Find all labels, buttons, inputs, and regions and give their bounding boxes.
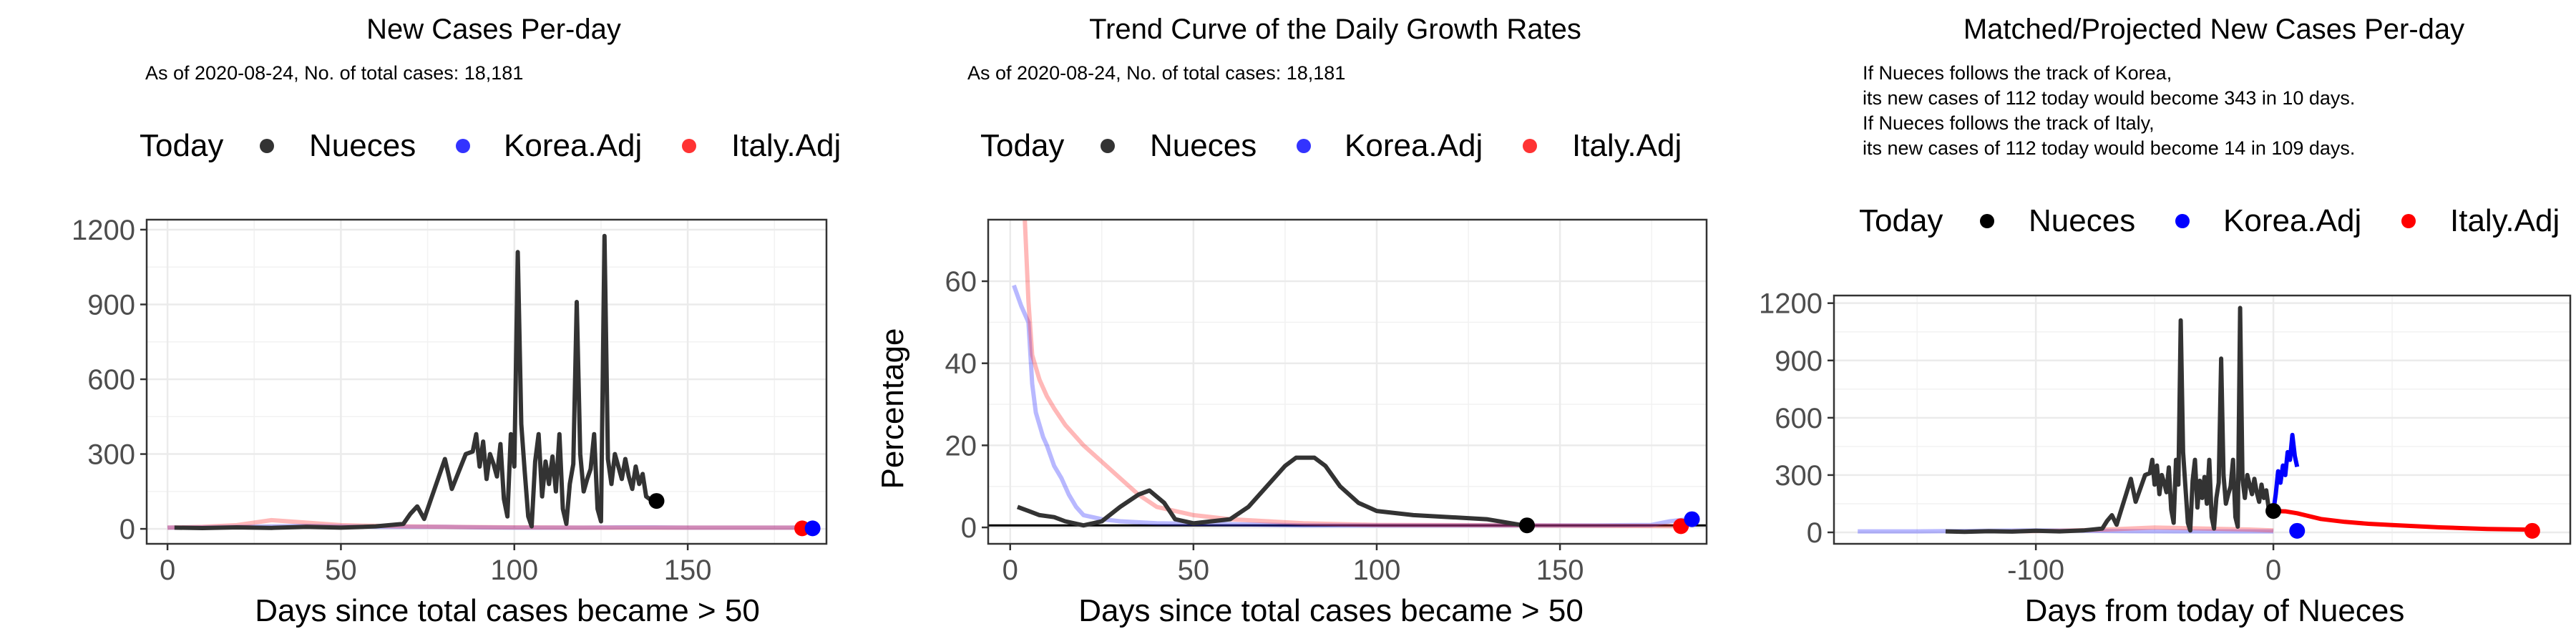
x-axis-title: Days from today of Nueces (2025, 593, 2405, 628)
x-tick-label: 50 (1178, 555, 1210, 586)
legend-label-nueces: Nueces (1150, 128, 1257, 163)
legend-marker-italy (2401, 214, 2416, 228)
y-tick-label: 60 (945, 266, 977, 298)
legend-label-italy: Italy.Adj (1572, 128, 1682, 163)
panel-border (987, 218, 1708, 545)
legend-title: Today (980, 128, 1064, 163)
legend-marker-nueces (1101, 139, 1115, 153)
panel-border (1833, 294, 2572, 545)
y-tick-label: 900 (87, 289, 135, 321)
y-tick-label: 0 (961, 512, 977, 544)
legend: Today Nueces Korea.Adj Italy.Adj (140, 128, 841, 163)
legend-marker-korea (2175, 214, 2190, 228)
series-line-italy-adj-projection (2273, 509, 2532, 532)
x-axis-title: Days since total cases became > 50 (255, 593, 760, 628)
chart-title: Matched/Projected New Cases Per-day (1963, 14, 2464, 45)
projection-note-line-3: If Nueces follows the track of Italy, (1863, 112, 2155, 134)
new-cases-panel: New Cases Per-day As of 2020-08-24, No. … (72, 14, 841, 628)
legend-title: Today (1859, 203, 1943, 238)
x-tick-label: 0 (1002, 555, 1018, 586)
x-axis-title: Days since total cases became > 50 (1078, 593, 1584, 628)
series-line-korea-adj-projection (2271, 432, 2300, 512)
y-tick-label: 600 (1775, 403, 1823, 434)
today-point-korea-adj (1684, 511, 1700, 527)
legend-marker-nueces (260, 139, 274, 153)
series-line-korea-adj (1012, 284, 1689, 528)
y-tick-label: 20 (945, 430, 977, 462)
y-tick-label: 900 (1775, 346, 1823, 377)
legend-label-italy: Italy.Adj (2450, 203, 2560, 238)
series-line-nueces (1945, 306, 2275, 535)
chart-title: New Cases Per-day (366, 14, 621, 45)
legend-label-nueces: Nueces (309, 128, 416, 163)
projection-panel: Matched/Projected New Cases Per-day If N… (1759, 14, 2572, 628)
projection-note-line-1: If Nueces follows the track of Korea, (1863, 62, 2172, 84)
today-point-italy-adj (2524, 522, 2540, 539)
today-point-korea-adj (2289, 522, 2306, 539)
x-tick-label: 100 (490, 555, 538, 586)
y-tick-label: 600 (87, 364, 135, 396)
x-tick-label: 150 (664, 555, 712, 586)
legend: Today Nueces Korea.Adj Italy.Adj (980, 128, 1682, 163)
plot-area: 0 300 600 900 1200 -100 0 (1759, 288, 2572, 586)
legend-marker-italy (1523, 139, 1537, 153)
y-tick-label: 0 (1807, 517, 1823, 549)
y-tick-label: 300 (1775, 460, 1823, 492)
y-tick-label: 1200 (1759, 288, 1823, 320)
legend-label-italy: Italy.Adj (731, 128, 841, 163)
legend-marker-nueces (1980, 214, 1994, 228)
legend-label-korea: Korea.Adj (1345, 128, 1483, 163)
legend-marker-korea (456, 139, 470, 153)
x-tick-label: 0 (2265, 555, 2281, 586)
legend: Today Nueces Korea.Adj Italy.Adj (1859, 203, 2560, 238)
y-tick-label: 0 (119, 514, 135, 545)
today-point-nueces (648, 493, 665, 509)
legend-marker-italy (682, 139, 696, 153)
series-group (1012, 220, 1689, 529)
chart-subtitle: As of 2020-08-24, No. of total cases: 18… (145, 62, 523, 84)
legend-marker-korea (1297, 139, 1311, 153)
legend-label-korea: Korea.Adj (2223, 203, 2361, 238)
legend-label-korea: Korea.Adj (504, 128, 642, 163)
x-tick-label: 100 (1353, 555, 1401, 586)
series-line-nueces (174, 233, 655, 530)
plot-area: 0 20 40 60 0 50 100 150 (945, 218, 1708, 586)
chart-subtitle: As of 2020-08-24, No. of total cases: 18… (967, 62, 1345, 84)
series-group (1858, 306, 2532, 535)
today-point-korea-adj (804, 520, 821, 537)
x-tick-label: 0 (160, 555, 175, 586)
legend-title: Today (140, 128, 223, 163)
x-tick-label: -100 (2007, 555, 2064, 586)
y-tick-label: 40 (945, 348, 977, 380)
y-axis-title: Percentage (875, 328, 910, 489)
plot-area: 0 300 600 900 1200 0 50 100 150 (72, 215, 828, 586)
chart-title: Trend Curve of the Daily Growth Rates (1089, 14, 1581, 45)
y-tick-label: 1200 (72, 215, 135, 246)
y-tick-label: 300 (87, 439, 135, 471)
legend-label-nueces: Nueces (2029, 203, 2135, 238)
series-line-italy-adj (1023, 220, 1678, 529)
series-line-nueces (1016, 455, 1524, 528)
x-tick-label: 150 (1536, 555, 1584, 586)
growth-rate-panel: Trend Curve of the Daily Growth Rates As… (875, 14, 1708, 628)
panel-border (145, 218, 828, 545)
today-point-nueces (1519, 517, 1535, 534)
series-group (167, 233, 809, 530)
projection-note-line-2: its new cases of 112 today would become … (1863, 87, 2355, 109)
projection-note-line-4: its new cases of 112 today would become … (1863, 137, 2355, 159)
today-point-nueces (2265, 503, 2282, 519)
x-tick-label: 50 (325, 555, 357, 586)
